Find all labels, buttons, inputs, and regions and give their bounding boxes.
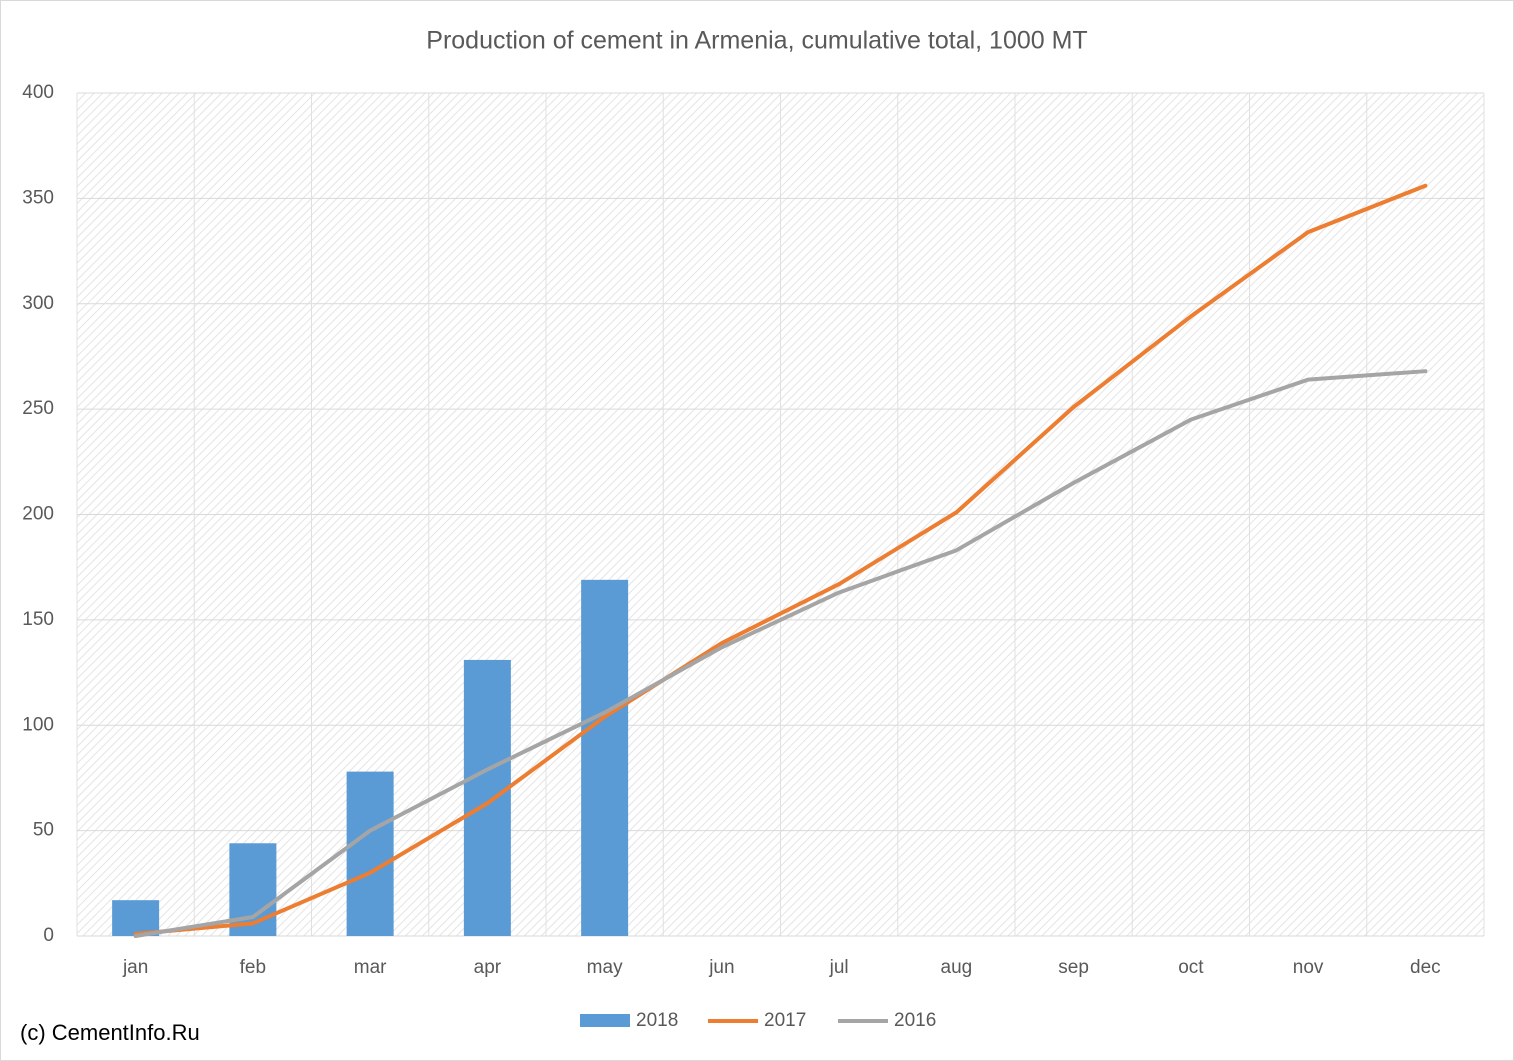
legend-swatch (580, 1014, 630, 1027)
bar (463, 659, 511, 936)
x-tick-label: nov (1293, 957, 1324, 978)
legend-label: 2016 (894, 1010, 936, 1031)
bar (346, 771, 394, 936)
x-tick-label: oct (1178, 957, 1204, 978)
x-tick-label: may (587, 957, 623, 978)
x-tick-label: jul (829, 957, 849, 978)
bar (581, 579, 629, 936)
y-tick-label: 300 (22, 293, 54, 314)
chart-title: Production of cement in Armenia, cumulat… (426, 27, 1087, 55)
x-tick-label: jan (122, 957, 148, 978)
y-tick-label: 400 (22, 82, 54, 103)
legend-label: 2018 (636, 1010, 678, 1031)
y-tick-label: 100 (22, 714, 54, 735)
line (133, 183, 1428, 936)
y-tick-label: 0 (43, 925, 54, 946)
x-tick-label: dec (1410, 957, 1441, 978)
x-tick-label: aug (941, 957, 973, 978)
x-tick-label: mar (354, 957, 387, 978)
x-tick-label: apr (474, 957, 502, 978)
y-tick-label: 150 (22, 609, 54, 630)
y-tick-label: 50 (33, 820, 54, 841)
bar (112, 900, 160, 936)
y-tick-label: 350 (22, 187, 54, 208)
annotation: (c) CementInfo.Ru (20, 1020, 200, 1045)
y-tick-label: 250 (22, 398, 54, 419)
x-tick-label: feb (240, 957, 266, 978)
line (133, 369, 1428, 938)
x-tick-label: sep (1058, 957, 1089, 978)
legend-label: 2017 (764, 1010, 806, 1031)
x-tick-label: jun (708, 957, 734, 978)
y-tick-label: 200 (22, 504, 54, 525)
